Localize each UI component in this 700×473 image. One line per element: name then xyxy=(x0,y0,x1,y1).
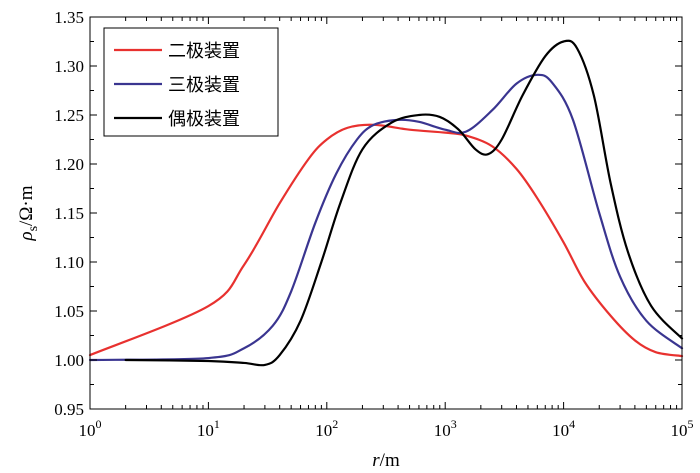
x-tick-label: 104 xyxy=(552,417,575,440)
legend-label-1: 二极装置 xyxy=(168,41,240,62)
x-tick-base: 10 xyxy=(79,421,96,440)
series-line-1 xyxy=(88,123,684,358)
series-layer xyxy=(88,39,684,367)
y-tick-label: 1.20 xyxy=(54,155,84,174)
x-tick-exponent: 3 xyxy=(451,417,457,431)
x-tick-base: 10 xyxy=(197,421,214,440)
y-tick-label: 1.35 xyxy=(54,8,84,27)
x-tick-label: 100 xyxy=(79,417,102,440)
x-tick-exponent: 5 xyxy=(688,417,694,431)
x-tick-base: 10 xyxy=(671,421,688,440)
y-tick-label: 1.05 xyxy=(54,302,84,321)
y-axis-unit: /Ω·m xyxy=(16,185,37,226)
x-axis-symbol: r xyxy=(372,450,380,471)
x-axis-label: r/m xyxy=(372,450,400,471)
x-tick-base: 10 xyxy=(552,421,569,440)
y-tick-label: 1.30 xyxy=(54,57,84,76)
y-axis-symbol: ρ xyxy=(16,231,37,241)
x-tick-label: 103 xyxy=(434,417,457,440)
x-tick-label: 105 xyxy=(671,417,694,440)
y-tick-label: 0.95 xyxy=(54,400,84,419)
y-axis-label: ρs/Ω·m xyxy=(16,185,41,241)
x-axis-unit: /m xyxy=(380,450,400,471)
ticks-layer: 100 101 102 103 104 1050.951.001.051.101.151.… xyxy=(54,8,693,440)
x-tick-base: 10 xyxy=(315,421,332,440)
y-tick-label: 1.00 xyxy=(54,351,84,370)
x-tick-label: 102 xyxy=(315,417,338,440)
x-tick-label: 101 xyxy=(197,417,220,440)
x-tick-exponent: 2 xyxy=(332,417,338,431)
series-line-3 xyxy=(124,39,684,367)
x-tick-exponent: 0 xyxy=(96,417,102,431)
y-tick-label: 1.25 xyxy=(54,106,84,125)
y-axis-subscript: s xyxy=(26,226,41,231)
legend-label-3: 偶极装置 xyxy=(168,109,240,130)
legend-label-2: 三极装置 xyxy=(168,75,240,96)
x-tick-exponent: 1 xyxy=(214,417,220,431)
series-line-2 xyxy=(88,73,684,362)
y-tick-label: 1.15 xyxy=(54,204,84,223)
x-tick-exponent: 4 xyxy=(569,417,575,431)
x-tick-base: 10 xyxy=(434,421,451,440)
y-tick-label: 1.10 xyxy=(54,253,84,272)
